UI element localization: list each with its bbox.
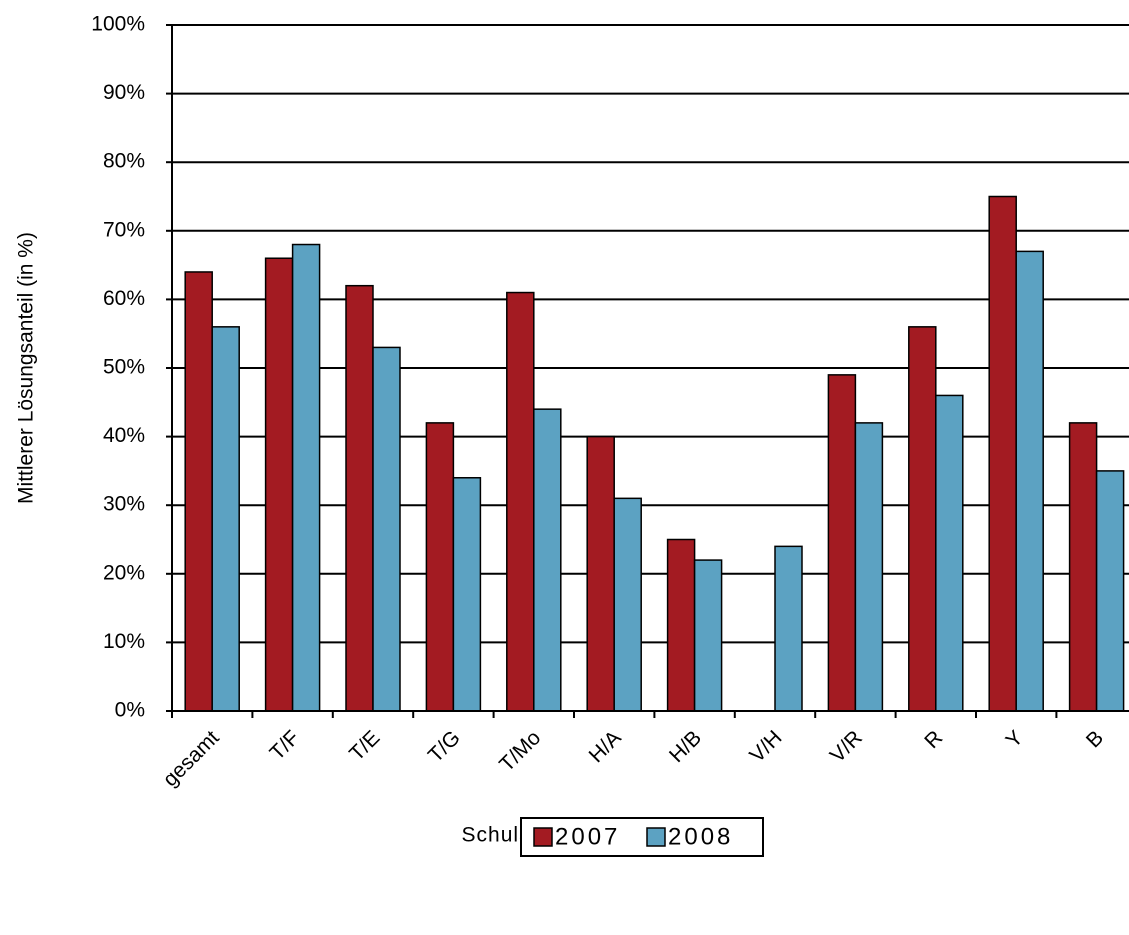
bar xyxy=(184,271,213,712)
x-tick-label: T/F xyxy=(266,726,305,765)
bar xyxy=(988,195,1017,712)
x-tick-label: H/B xyxy=(665,726,706,767)
legend-box xyxy=(520,817,764,857)
x-tick-label: B xyxy=(1082,726,1108,752)
bar xyxy=(506,291,535,712)
y-axis-title: Mittlerer Lösungsanteil (in %) xyxy=(15,232,38,504)
bar xyxy=(264,257,294,712)
bar xyxy=(693,559,723,712)
bar xyxy=(854,422,884,712)
y-tick-label: 80% xyxy=(103,150,145,173)
bar xyxy=(1068,422,1098,712)
bar xyxy=(345,284,374,712)
bar xyxy=(827,374,857,712)
y-tick-label: 40% xyxy=(103,424,145,447)
legend-label: 2007 xyxy=(555,823,620,850)
x-tick-label: V/R xyxy=(826,726,867,767)
x-tick-label: V/H xyxy=(745,726,786,767)
y-tick-label: 100% xyxy=(91,13,145,36)
bar xyxy=(613,497,642,712)
bar xyxy=(425,422,455,712)
bar xyxy=(533,408,562,712)
y-tick-label: 10% xyxy=(103,630,145,653)
y-tick-label: 70% xyxy=(103,218,145,241)
y-tick-label: 30% xyxy=(103,493,145,516)
bar xyxy=(291,243,321,712)
bar xyxy=(452,477,482,712)
bar xyxy=(935,394,964,712)
x-tick-label: T/E xyxy=(345,726,384,765)
bar xyxy=(666,538,696,712)
y-tick-label: 0% xyxy=(115,699,145,722)
bar xyxy=(372,346,401,712)
x-tick-label: H/A xyxy=(585,726,626,767)
bar xyxy=(1015,250,1044,712)
y-tick-label: 20% xyxy=(103,561,145,584)
x-tick-label: R xyxy=(920,726,947,753)
x-tick-label: T/Mo xyxy=(495,726,545,776)
y-tick-label: 90% xyxy=(103,81,145,104)
bar xyxy=(908,326,937,712)
bar xyxy=(211,326,240,712)
x-tick-label: T/G xyxy=(424,726,465,767)
y-tick-label: 50% xyxy=(103,356,145,379)
x-tick-label: Y xyxy=(1001,726,1027,752)
legend-swatch xyxy=(646,827,666,847)
y-tick-label: 60% xyxy=(103,287,145,310)
x-tick-label: gesamt xyxy=(159,726,224,791)
legend-label: 2008 xyxy=(668,823,733,850)
legend-swatch xyxy=(533,827,553,847)
bar xyxy=(774,545,803,712)
bar xyxy=(1095,470,1125,712)
bar xyxy=(586,435,615,712)
